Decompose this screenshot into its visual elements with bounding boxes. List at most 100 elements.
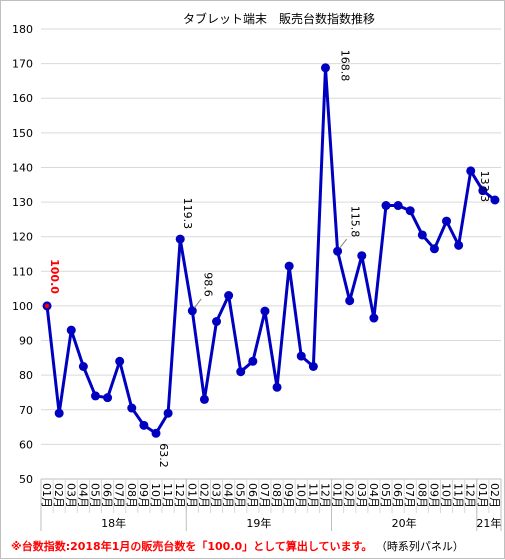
x-tick-label: 07月 bbox=[258, 483, 271, 508]
data-point bbox=[187, 306, 197, 316]
x-tick-label: 03月 bbox=[64, 483, 77, 508]
series-line bbox=[45, 66, 496, 435]
data-point bbox=[199, 394, 209, 404]
x-tick-label: 05月 bbox=[379, 483, 392, 508]
x-tick-label: 03月 bbox=[355, 483, 368, 508]
data-point bbox=[248, 356, 258, 366]
x-tick-label: 04月 bbox=[222, 483, 235, 508]
year-label: 21年 bbox=[476, 516, 501, 530]
x-tick-label: 09月 bbox=[137, 483, 150, 508]
label-leader bbox=[339, 238, 347, 249]
y-tick-label: 170 bbox=[12, 58, 33, 71]
data-label: 115.8 bbox=[349, 206, 362, 238]
y-tick-label: 50 bbox=[19, 473, 33, 486]
data-point bbox=[115, 356, 125, 366]
x-tick-label: 10月 bbox=[294, 483, 307, 508]
data-point bbox=[139, 420, 149, 430]
data-point bbox=[333, 246, 343, 256]
data-point bbox=[369, 313, 379, 323]
data-point bbox=[345, 296, 355, 306]
x-tick-label: 08月 bbox=[125, 483, 138, 508]
y-tick-label: 150 bbox=[12, 127, 33, 140]
x-tick-label: 01月 bbox=[331, 483, 344, 508]
data-label: 98.6 bbox=[201, 272, 214, 297]
x-tick-label: 09月 bbox=[427, 483, 440, 508]
footnote: ※台数指数:2018年1月の販売台数を「100.0」として算出しています。 （時… bbox=[11, 538, 464, 554]
x-tick-label: 12月 bbox=[318, 483, 331, 508]
footnote-main: ※台数指数:2018年1月の販売台数を「100.0」として算出しています。 bbox=[11, 540, 373, 553]
data-point bbox=[163, 408, 173, 418]
y-tick-label: 60 bbox=[19, 438, 33, 451]
data-point bbox=[103, 393, 113, 403]
x-tick-label: 02月 bbox=[52, 483, 65, 508]
y-tick-label: 110 bbox=[12, 265, 33, 278]
data-point bbox=[175, 234, 185, 244]
data-label: 63.2 bbox=[157, 443, 170, 468]
x-tick-label: 02月 bbox=[197, 483, 210, 508]
data-point bbox=[405, 206, 415, 216]
x-tick-label: 12月 bbox=[173, 483, 186, 508]
y-tick-label: 80 bbox=[19, 369, 33, 382]
data-point bbox=[417, 230, 427, 240]
data-label: 119.3 bbox=[181, 198, 194, 230]
data-point bbox=[236, 367, 246, 377]
y-tick-label: 70 bbox=[19, 404, 33, 417]
x-tick-label: 06月 bbox=[246, 483, 259, 508]
y-tick-label: 180 bbox=[12, 23, 33, 36]
data-point bbox=[151, 428, 161, 438]
data-point bbox=[272, 382, 282, 392]
x-tick-label: 01月 bbox=[185, 483, 198, 508]
data-point bbox=[260, 306, 270, 316]
x-tick-label: 01月 bbox=[476, 483, 489, 508]
data-point bbox=[284, 261, 294, 271]
data-point bbox=[454, 240, 464, 250]
x-tick-label: 07月 bbox=[113, 483, 126, 508]
x-tick-label: 10月 bbox=[149, 483, 162, 508]
chart-title: タブレット端末 販売台数指数推移 bbox=[183, 11, 375, 26]
data-label: 100.0 bbox=[48, 259, 61, 294]
label-leader bbox=[193, 298, 202, 309]
y-tick-label: 90 bbox=[19, 335, 33, 348]
data-label: 133.3 bbox=[478, 171, 491, 203]
x-tick-label: 01月 bbox=[40, 483, 53, 508]
x-tick-label: 08月 bbox=[415, 483, 428, 508]
x-tick-label: 07月 bbox=[403, 483, 416, 508]
x-tick-label: 04月 bbox=[76, 483, 89, 508]
y-tick-label: 160 bbox=[12, 92, 33, 105]
data-point bbox=[54, 408, 64, 418]
data-point-highlight bbox=[44, 303, 50, 309]
footnote-note: （時系列パネル） bbox=[375, 540, 464, 553]
year-label: 20年 bbox=[392, 516, 417, 530]
data-point bbox=[429, 244, 439, 254]
data-point bbox=[224, 291, 234, 301]
data-point bbox=[90, 391, 100, 401]
data-point bbox=[381, 201, 391, 211]
x-tick-label: 10月 bbox=[440, 483, 453, 508]
data-point bbox=[212, 317, 222, 326]
year-label: 18年 bbox=[101, 516, 126, 530]
year-label: 19年 bbox=[246, 516, 271, 530]
data-point bbox=[320, 63, 330, 73]
data-point bbox=[66, 325, 76, 335]
x-tick-label: 02月 bbox=[488, 483, 501, 508]
data-point bbox=[308, 362, 318, 371]
data-point bbox=[296, 351, 306, 361]
data-point bbox=[78, 362, 88, 371]
y-tick-label: 120 bbox=[12, 231, 33, 244]
x-tick-label: 03月 bbox=[210, 483, 223, 508]
x-tick-label: 11月 bbox=[452, 483, 465, 508]
x-tick-label: 12月 bbox=[464, 483, 477, 508]
x-tick-label: 11月 bbox=[306, 483, 319, 508]
data-point bbox=[357, 251, 367, 261]
data-point bbox=[466, 166, 476, 176]
x-tick-label: 02月 bbox=[343, 483, 356, 508]
x-tick-label: 06月 bbox=[101, 483, 114, 508]
data-point bbox=[478, 186, 488, 196]
data-label: 168.8 bbox=[338, 50, 351, 81]
data-point bbox=[393, 201, 403, 211]
x-tick-label: 09月 bbox=[282, 483, 295, 508]
x-tick-label: 08月 bbox=[270, 483, 283, 508]
data-point bbox=[127, 403, 137, 413]
